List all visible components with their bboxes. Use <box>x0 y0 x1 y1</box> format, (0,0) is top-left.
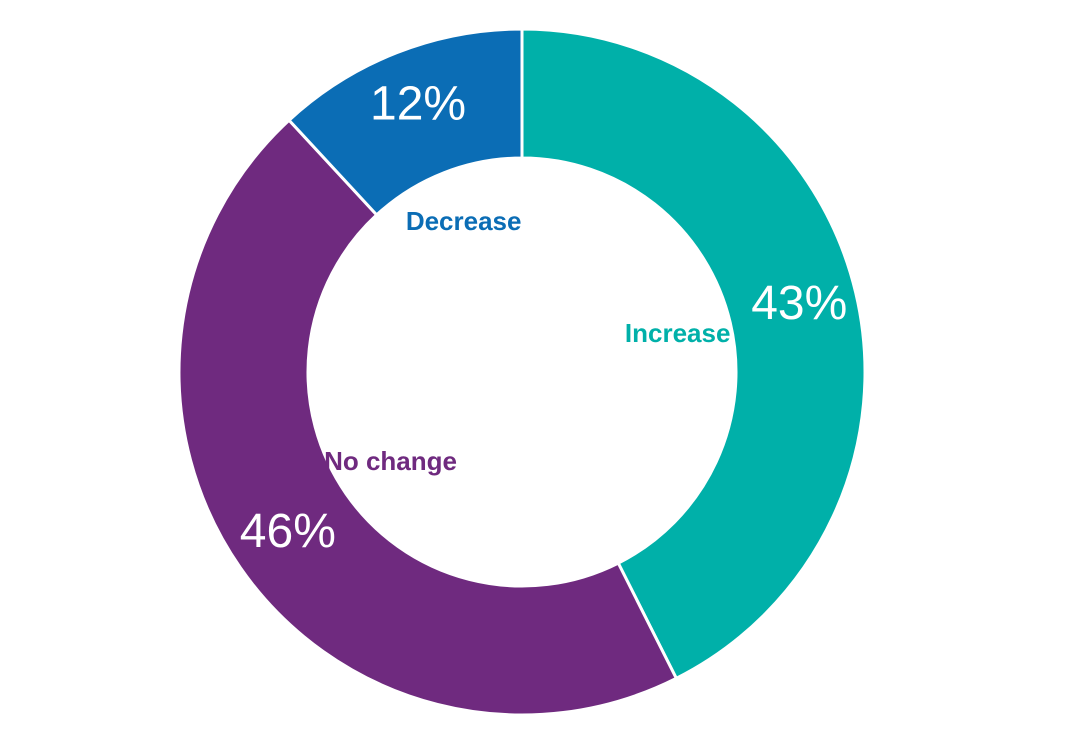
value-label: 12% <box>370 77 466 130</box>
category-label: No change <box>324 446 457 476</box>
value-label: 46% <box>240 505 336 558</box>
donut-segment <box>177 118 679 717</box>
category-label: Decrease <box>406 206 522 236</box>
donut-segment <box>286 27 524 218</box>
value-label: 43% <box>751 277 847 330</box>
category-label: Increase <box>625 318 731 348</box>
donut-segment <box>520 27 867 681</box>
